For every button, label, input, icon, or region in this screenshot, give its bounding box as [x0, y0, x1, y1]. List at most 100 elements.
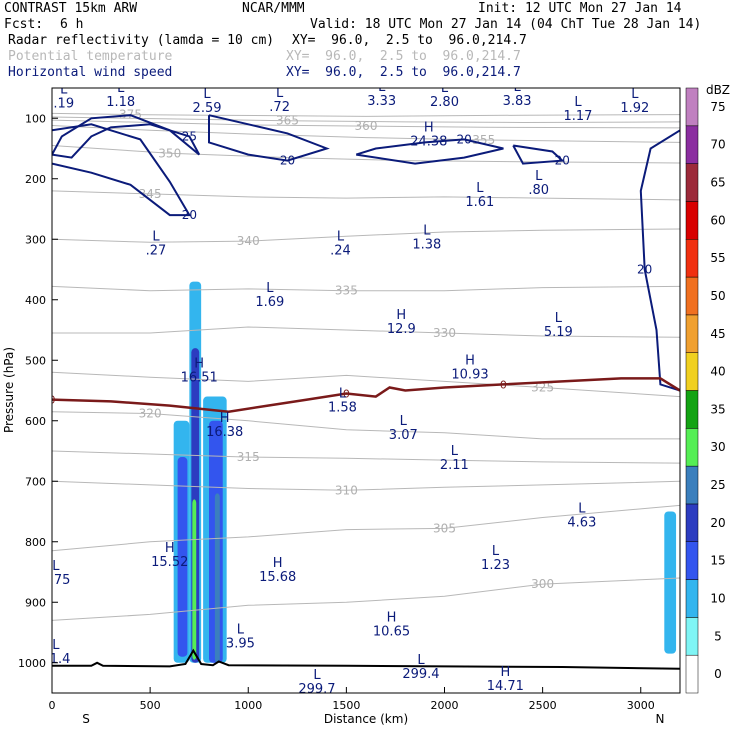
extremum-value: 1.38 [412, 237, 441, 252]
colorbar-swatch [685, 654, 699, 694]
x-tick-label: 0 [49, 699, 56, 712]
extremum-value: 12.9 [387, 322, 416, 337]
extremum-value: 299.7 [298, 682, 335, 697]
low-marker: L [337, 229, 345, 244]
extremum-value: 14.71 [487, 679, 524, 694]
y-tick-label: 100 [25, 112, 46, 125]
theta-label: 330 [433, 326, 456, 340]
high-marker: H [220, 411, 230, 426]
theta-label: 305 [433, 521, 456, 535]
high-marker: H [465, 353, 475, 368]
colorbar-swatch [685, 239, 699, 278]
extremum-value: 2.59 [193, 101, 222, 116]
fcst-label: Fcst: [4, 17, 44, 32]
high-marker: H [500, 665, 510, 680]
colorbar-swatch [685, 352, 699, 391]
extremum-value: 3.95 [226, 637, 255, 652]
reflectivity-cell [214, 493, 220, 663]
colorbar-swatch [685, 201, 699, 240]
low-marker: L [117, 81, 125, 96]
fcst-value: 6 h [60, 17, 84, 32]
colorbar-level-label: 30 [710, 440, 725, 454]
low-marker: L [400, 414, 408, 429]
colorbar-level-label: 10 [710, 591, 725, 605]
low-marker: L [52, 559, 60, 574]
low-marker: L [492, 544, 500, 559]
valid-time: Valid: 18 UTC Mon 27 Jan 14 (04 ChT Tue … [310, 17, 702, 32]
colorbar-level-label: 50 [710, 289, 725, 303]
theta-label: 325 [531, 380, 554, 394]
y-tick-label: 500 [25, 354, 46, 367]
field-name-wind: Horizontal wind speed [8, 65, 173, 80]
x-end-label-north: N [656, 712, 665, 726]
extremum-value: 3.33 [367, 94, 396, 109]
colorbar-level-label: 55 [710, 251, 725, 265]
colorbar-unit: dBZ [706, 83, 730, 97]
low-marker: L [555, 311, 563, 326]
extremum-value: .27 [146, 243, 167, 258]
wind-speed-label: 20 [555, 154, 570, 168]
colorbar-swatch [685, 163, 699, 202]
theta-isoline [52, 411, 680, 440]
y-tick-label: 400 [25, 294, 46, 307]
wind-speed-contour [208, 114, 330, 162]
colorbar-swatch [685, 579, 699, 618]
init-time: Init: 12 UTC Mon 27 Jan 14 [478, 1, 682, 16]
low-marker: L [441, 81, 449, 96]
theta-isoline [52, 504, 680, 552]
theta-isoline [52, 112, 680, 117]
low-marker: L [513, 80, 521, 95]
wind-speed-contour [639, 129, 680, 392]
extremum-value: 299.4 [402, 667, 439, 682]
extremum-value: 2.11 [440, 458, 469, 473]
low-marker: L [237, 623, 245, 638]
colorbar-swatch [685, 125, 699, 164]
wind-speed-contour [355, 138, 504, 165]
extremum-value: 16.51 [181, 370, 218, 385]
x-tick-label: 2500 [529, 699, 557, 712]
theta-isoline [52, 480, 680, 491]
wind-speed-label: 20 [456, 132, 471, 146]
low-marker: L [339, 387, 347, 402]
terrain-line [52, 648, 680, 670]
colorbar-swatch [685, 314, 699, 353]
y-tick-label: 700 [25, 475, 46, 488]
extremum-value: .24 [330, 243, 351, 258]
low-marker: L [451, 444, 459, 459]
low-marker: L [535, 169, 543, 184]
low-marker: L [152, 229, 160, 244]
reflectivity-cell [664, 511, 677, 654]
colorbar-swatch [685, 276, 699, 316]
zero-isotherm-label: 0 [343, 388, 350, 401]
extremum-value: 16.38 [206, 425, 243, 440]
extremum-value: .19 [53, 96, 74, 111]
colorbar-level-label: 25 [710, 478, 725, 492]
reflectivity-cell [177, 457, 188, 657]
theta-label: 345 [139, 187, 162, 201]
low-marker: L [417, 653, 425, 668]
theta-isoline [52, 285, 680, 292]
colorbar-level-label: 20 [710, 516, 725, 530]
field-xy-wind: XY= 96.0, 2.5 to 96.0,214.7 [286, 65, 521, 80]
wind-speed-contour [52, 114, 201, 159]
field-xy-theta: XY= 96.0, 2.5 to 96.0,214.7 [286, 49, 521, 64]
colorbar-swatch [685, 87, 699, 127]
low-marker: L [574, 95, 582, 110]
y-tick-label: 600 [25, 415, 46, 428]
y-tick-label: 300 [25, 233, 46, 246]
colorbar-swatch [685, 465, 699, 505]
extremum-value: 1.23 [481, 558, 510, 573]
extremum-value: 15.68 [259, 570, 296, 585]
theta-isoline [52, 326, 680, 338]
extremum-value: 1.58 [328, 401, 357, 416]
extremum-value: 3.07 [389, 428, 418, 443]
high-marker: H [424, 120, 434, 135]
y-tick-label: 1000 [18, 657, 46, 670]
theta-isoline [52, 190, 680, 201]
x-axis-label: Distance (km) [324, 712, 408, 726]
x-tick-label: 1500 [332, 699, 360, 712]
plot-frame [51, 87, 681, 694]
field-name-reflectivity: Radar reflectivity (lamda = 10 cm) [8, 33, 275, 48]
low-marker: L [476, 181, 484, 196]
